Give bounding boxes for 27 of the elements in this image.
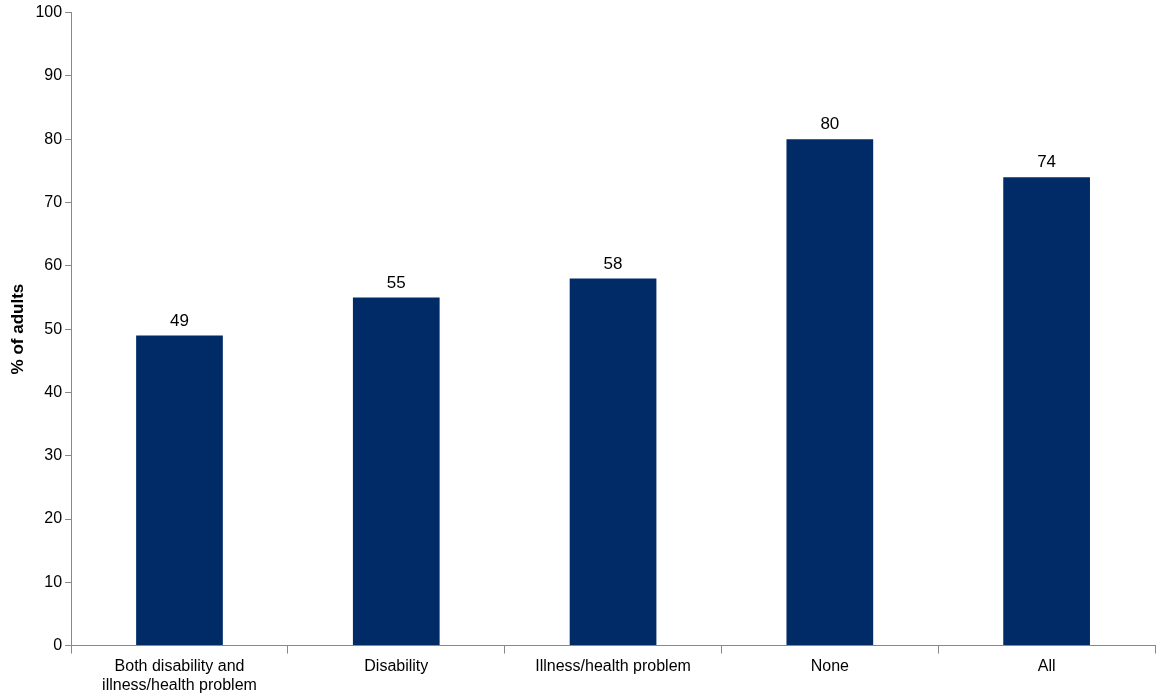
y-tick-label: 50 — [44, 319, 63, 337]
y-axis-title: % of adults — [7, 283, 27, 375]
data-label: 74 — [1037, 152, 1057, 172]
y-tick-label: 30 — [44, 446, 63, 464]
data-label: 49 — [170, 310, 189, 330]
y-tick-label: 90 — [44, 66, 63, 84]
data-label: 80 — [820, 114, 840, 134]
y-tick-label: 80 — [44, 129, 63, 147]
bar — [352, 297, 440, 646]
data-label: 58 — [603, 253, 623, 273]
x-tick-label: Both disability and illness/health problem — [102, 656, 257, 693]
y-tick-label: 60 — [44, 256, 63, 274]
x-tick-label: All — [1037, 656, 1056, 674]
bar — [1003, 177, 1090, 646]
x-tick-label: Illness/health problem — [535, 656, 691, 674]
x-tick-label: Disability — [364, 656, 429, 674]
x-tick-label: None — [810, 656, 850, 674]
y-tick-label: 70 — [44, 192, 63, 210]
y-tick-label: 0 — [53, 636, 63, 654]
y-tick-label: 40 — [44, 382, 63, 400]
data-label: 55 — [386, 272, 406, 292]
y-tick-label: 10 — [44, 572, 63, 590]
y-tick-label: 20 — [44, 509, 63, 527]
bar — [569, 278, 657, 646]
bar — [136, 335, 223, 646]
bar — [786, 139, 874, 646]
y-tick-label: 100 — [35, 3, 63, 21]
